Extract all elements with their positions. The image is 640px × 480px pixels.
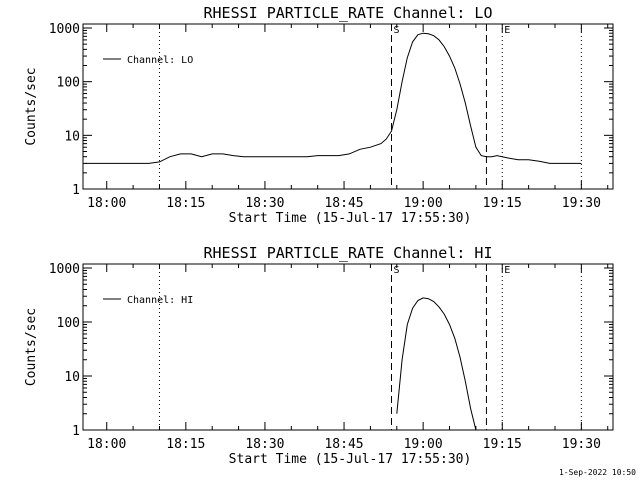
x-tick-label: 18:45: [324, 437, 363, 452]
y-axis-label: Counts/sec: [24, 308, 39, 386]
x-tick-label: 18:45: [324, 196, 363, 211]
x-tick-label: 18:30: [245, 437, 284, 452]
y-tick-label: 10: [64, 370, 80, 385]
x-tick-label: 19:30: [562, 437, 601, 452]
time-marker-label: E: [504, 25, 510, 36]
x-tick-label: 19:15: [483, 196, 522, 211]
footer-timestamp: 1-Sep-2022 10:50: [559, 468, 636, 477]
panel-hi: RHESSI PARTICLE_RATE Channel: HI Counts/s…: [24, 244, 614, 467]
x-tick-label: 18:15: [166, 437, 205, 452]
panel-lo: RHESSI PARTICLE_RATE Channel: LO Counts/s…: [24, 4, 614, 226]
series-line: [396, 297, 477, 431]
y-tick-label: 100: [57, 76, 80, 91]
x-tick-label: 19:15: [483, 437, 522, 452]
chart-title: RHESSI PARTICLE_RATE Channel: HI: [204, 244, 493, 262]
x-tick-label: 19:30: [562, 196, 601, 211]
x-tick-label: 18:00: [87, 196, 126, 211]
plot-frame: [82, 23, 614, 190]
chart-title: RHESSI PARTICLE_RATE Channel: LO: [204, 4, 493, 22]
x-tick-label: 19:00: [404, 196, 443, 211]
series-line: [85, 32, 582, 164]
y-tick-label: 10: [64, 129, 80, 144]
y-tick-label: 1000: [49, 22, 80, 37]
y-tick-label: 1000: [49, 262, 80, 277]
y-tick-label: 1: [72, 424, 80, 439]
x-tick-label: 18:30: [245, 196, 284, 211]
time-marker-label: E: [504, 265, 510, 276]
x-tick-label: 19:00: [404, 437, 443, 452]
y-tick-label: 1: [72, 183, 80, 198]
legend-label: Channel: LO: [127, 55, 193, 66]
time-marker-label: S: [394, 265, 400, 276]
legend-label: Channel: HI: [127, 295, 193, 306]
x-axis-label: Start Time (15-Jul-17 17:55:30): [229, 211, 472, 226]
x-tick-label: 18:15: [166, 196, 205, 211]
plot-frame: [82, 263, 614, 431]
y-tick-label: 100: [57, 316, 80, 331]
y-axis-label: Counts/sec: [24, 67, 39, 145]
time-marker-label: S: [394, 25, 400, 36]
x-tick-label: 18:00: [87, 437, 126, 452]
x-axis-label: Start Time (15-Jul-17 17:55:30): [229, 452, 472, 467]
